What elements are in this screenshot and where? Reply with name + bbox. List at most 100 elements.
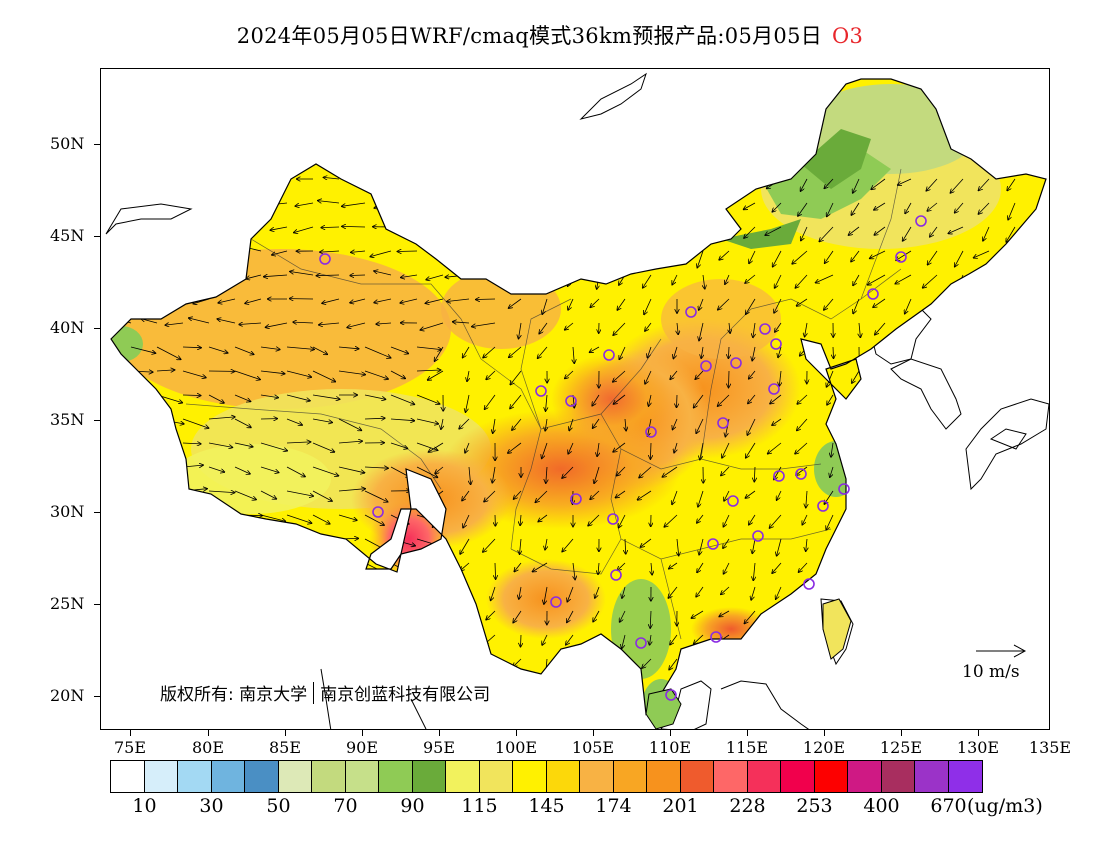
wind-arrow — [718, 226, 730, 239]
wind-arrow — [1013, 370, 1016, 388]
wind-arrow — [234, 610, 256, 622]
station-marker[interactable] — [773, 470, 785, 482]
wind-arrow — [364, 467, 388, 468]
wind-arrow — [587, 658, 600, 670]
station-marker[interactable] — [565, 395, 577, 407]
wind-arrow — [1007, 178, 1016, 191]
wind-arrow — [312, 346, 327, 354]
wind-arrow — [744, 610, 756, 623]
wind-arrow — [462, 490, 470, 501]
station-marker[interactable] — [915, 215, 927, 227]
station-marker[interactable] — [817, 500, 829, 512]
wind-arrow — [770, 514, 782, 528]
station-marker[interactable] — [707, 538, 719, 550]
wind-arrow — [234, 490, 256, 500]
wind-arrow — [803, 610, 808, 625]
wind-arrow — [565, 370, 574, 379]
station-marker[interactable] — [768, 383, 780, 395]
station-marker[interactable] — [610, 569, 622, 581]
wind-arrow — [677, 178, 678, 196]
wind-arrow — [650, 442, 651, 459]
wind-arrow — [802, 514, 808, 525]
station-marker[interactable] — [770, 338, 782, 350]
station-marker[interactable] — [700, 360, 712, 372]
wind-arrow — [260, 610, 281, 615]
station-marker[interactable] — [759, 323, 771, 335]
wind-arrow — [312, 538, 332, 539]
wind-arrow — [948, 226, 964, 234]
wind-arrow — [416, 659, 433, 660]
wind-arrow — [483, 346, 496, 358]
wind-arrow — [260, 658, 286, 659]
wind-arrow — [217, 274, 236, 275]
wind-arrow — [573, 346, 574, 363]
station-marker[interactable] — [319, 253, 331, 265]
station-marker[interactable] — [895, 251, 907, 263]
wind-arrow — [156, 515, 174, 517]
wind-arrow — [443, 562, 444, 577]
wind-arrow — [390, 634, 416, 640]
station-marker[interactable] — [803, 578, 815, 590]
wind-arrow — [649, 202, 651, 220]
wind-arrow — [130, 562, 154, 569]
wind-arrow — [590, 298, 600, 307]
wind-arrow — [513, 610, 522, 623]
station-marker[interactable] — [730, 357, 742, 369]
wind-arrow — [476, 179, 496, 180]
station-marker[interactable] — [535, 385, 547, 397]
wind-arrow — [542, 634, 548, 645]
colorbar-swatch — [580, 761, 614, 792]
wind-arrow — [802, 658, 808, 669]
copyright-label: 版权所有: — [160, 685, 234, 705]
wind-arrow — [911, 658, 912, 673]
station-marker[interactable] — [727, 495, 739, 507]
station-marker[interactable] — [665, 689, 677, 701]
wind-arrow — [286, 346, 314, 349]
station-marker[interactable] — [635, 637, 647, 649]
wind-arrow — [853, 490, 860, 500]
station-marker[interactable] — [795, 468, 807, 480]
wind-arrow — [247, 203, 262, 204]
colorbar-tick-label: 201 — [662, 795, 699, 817]
station-marker[interactable] — [710, 631, 722, 643]
wind-arrow — [377, 178, 392, 182]
wind-arrow — [390, 370, 405, 379]
wind-arrow — [613, 442, 626, 452]
wind-arrow — [826, 514, 834, 530]
wind-arrow — [617, 298, 626, 310]
wind-arrow — [510, 394, 522, 409]
station-marker[interactable] — [838, 483, 850, 495]
wind-arrow — [987, 538, 989, 552]
station-marker[interactable] — [685, 306, 697, 318]
wind-arrow — [182, 634, 208, 641]
wind-arrow — [597, 442, 599, 456]
wind-arrow — [156, 346, 181, 359]
wind-arrow — [749, 370, 756, 379]
station-marker[interactable] — [607, 513, 619, 525]
wind-arrow — [617, 466, 626, 476]
station-marker[interactable] — [372, 506, 384, 518]
wind-arrow — [724, 178, 730, 190]
wind-arrow — [208, 538, 226, 545]
wind-arrow — [593, 178, 600, 190]
wind-arrow — [312, 634, 330, 640]
wind-arrow — [272, 178, 288, 179]
wind-arrow — [955, 202, 964, 213]
station-marker[interactable] — [570, 493, 582, 505]
wind-arrow — [338, 418, 361, 430]
station-marker[interactable] — [752, 530, 764, 542]
wind-arrow — [416, 394, 440, 404]
wind-arrow — [398, 251, 418, 252]
map-panel[interactable] — [100, 68, 1050, 730]
wind-arrow — [260, 370, 285, 374]
station-marker[interactable] — [550, 596, 562, 608]
station-marker[interactable] — [867, 288, 879, 300]
station-marker[interactable] — [645, 426, 657, 438]
station-marker[interactable] — [603, 349, 615, 361]
station-marker[interactable] — [717, 417, 729, 429]
wind-arrow — [1009, 514, 1016, 529]
wind-arrow — [827, 394, 834, 405]
wind-arrow — [567, 250, 574, 262]
wind-arrow — [476, 299, 496, 300]
x-tick — [901, 730, 902, 736]
